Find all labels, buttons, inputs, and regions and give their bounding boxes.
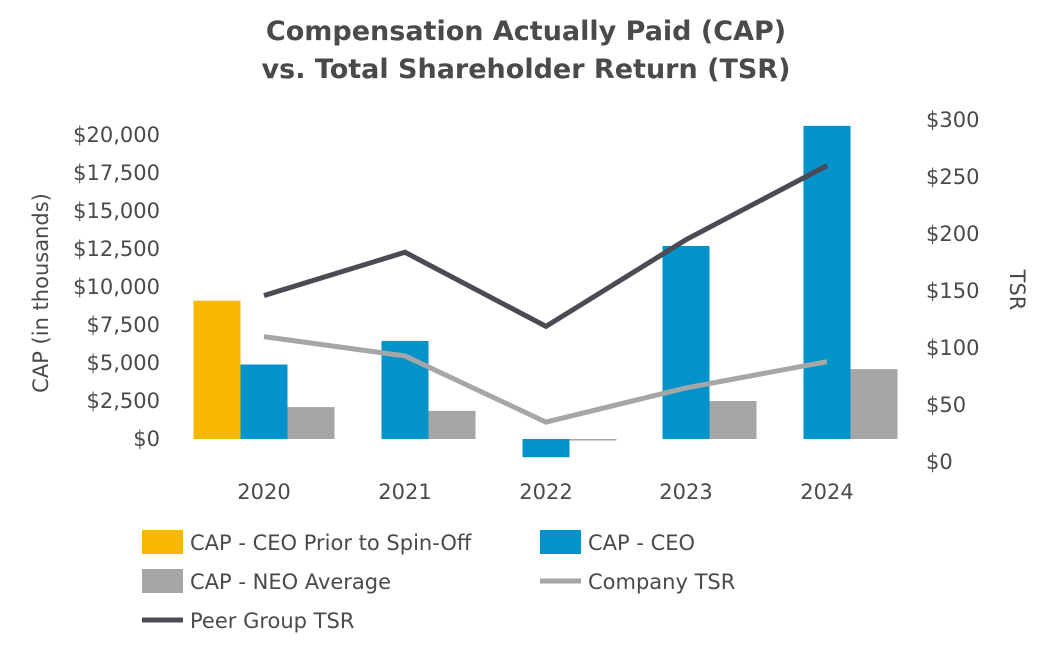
legend-swatch (540, 530, 581, 554)
line-series-group (263, 163, 829, 425)
line-company-tsr (263, 334, 828, 425)
bar-cap-neo-average-2021 (428, 410, 476, 439)
y2-axis-ticks: $0 $50 $100 $150 $200 $250 $300 (926, 108, 979, 474)
legend-item-cap-ceo: CAP - CEO (540, 530, 695, 555)
y2-tick-label: $0 (926, 450, 953, 474)
y-tick-label: $15,000 (73, 199, 160, 223)
y2-tick-label: $100 (926, 336, 979, 360)
y-tick-label: $0 (133, 427, 160, 451)
legend-item-company-tsr: Company TSR (540, 570, 735, 594)
legend-item-cap-ceo-prior-to-spin-off: CAP - CEO Prior to Spin-Off (142, 530, 472, 555)
legend-line-swatch (142, 617, 183, 623)
legend-swatch (142, 569, 183, 593)
bar-cap-ceo-2022 (522, 439, 570, 458)
y-tick-label: $2,500 (87, 389, 160, 413)
bar-cap-ceo-2020 (240, 364, 288, 439)
legend-label: CAP - CEO Prior to Spin-Off (190, 531, 472, 555)
bar-cap-ceo-2023 (662, 245, 710, 439)
y-tick-label: $12,500 (73, 237, 160, 261)
bar-cap-neo-average-2023 (709, 401, 757, 439)
y2-tick-label: $250 (926, 165, 979, 189)
legend-item-cap-neo-average: CAP - NEO Average (142, 569, 391, 594)
x-tick-label: 2021 (378, 480, 431, 504)
bar-cap-neo-average-2022 (569, 439, 617, 441)
x-tick-label: 2022 (519, 480, 572, 504)
bar-cap-neo-average-2024 (850, 369, 898, 439)
bar-cap-ceo-prior-to-spin-off-2020 (193, 300, 241, 439)
legend: CAP - CEO Prior to Spin-Off CAP - CEO CAP … (142, 530, 735, 633)
y-tick-label: $7,500 (87, 313, 160, 337)
y-tick-label: $20,000 (73, 123, 160, 147)
x-tick-label: 2024 (800, 480, 853, 504)
legend-label: CAP - NEO Average (190, 570, 391, 594)
y-tick-label: $10,000 (73, 275, 160, 299)
x-axis-ticks: 2020 2021 2022 2023 2024 (237, 480, 853, 504)
y-tick-label: $5,000 (87, 351, 160, 375)
legend-label: Company TSR (588, 570, 735, 594)
line-peer-group-tsr (263, 163, 829, 330)
y2-tick-label: $300 (926, 108, 979, 132)
legend-line-swatch (540, 578, 581, 584)
legend-swatch (142, 530, 183, 554)
chart-title-line-1: Compensation Actually Paid (CAP) (266, 16, 786, 47)
y2-tick-label: $200 (926, 222, 979, 246)
y2-tick-label: $150 (926, 279, 979, 303)
x-tick-label: 2020 (237, 480, 290, 504)
y-axis-ticks: $0 $2,500 $5,000 $7,500 $10,000 $12,500 $15,00… (73, 123, 160, 451)
chart-title-line-2: vs. Total Shareholder Return (TSR) (262, 54, 791, 85)
y-tick-label: $17,500 (73, 161, 160, 185)
y2-axis-label: TSR (1005, 269, 1029, 311)
legend-label: Peer Group TSR (190, 609, 354, 633)
y-axis-label: CAP (in thousands) (29, 193, 53, 393)
legend-label: CAP - CEO (588, 531, 695, 555)
bar-cap-neo-average-2020 (287, 407, 335, 439)
legend-item-peer-group-tsr: Peer Group TSR (142, 609, 354, 633)
y2-tick-label: $50 (926, 393, 966, 417)
bar-series-group (193, 125, 898, 458)
x-tick-label: 2023 (659, 480, 712, 504)
bar-cap-ceo-2024 (803, 125, 851, 439)
